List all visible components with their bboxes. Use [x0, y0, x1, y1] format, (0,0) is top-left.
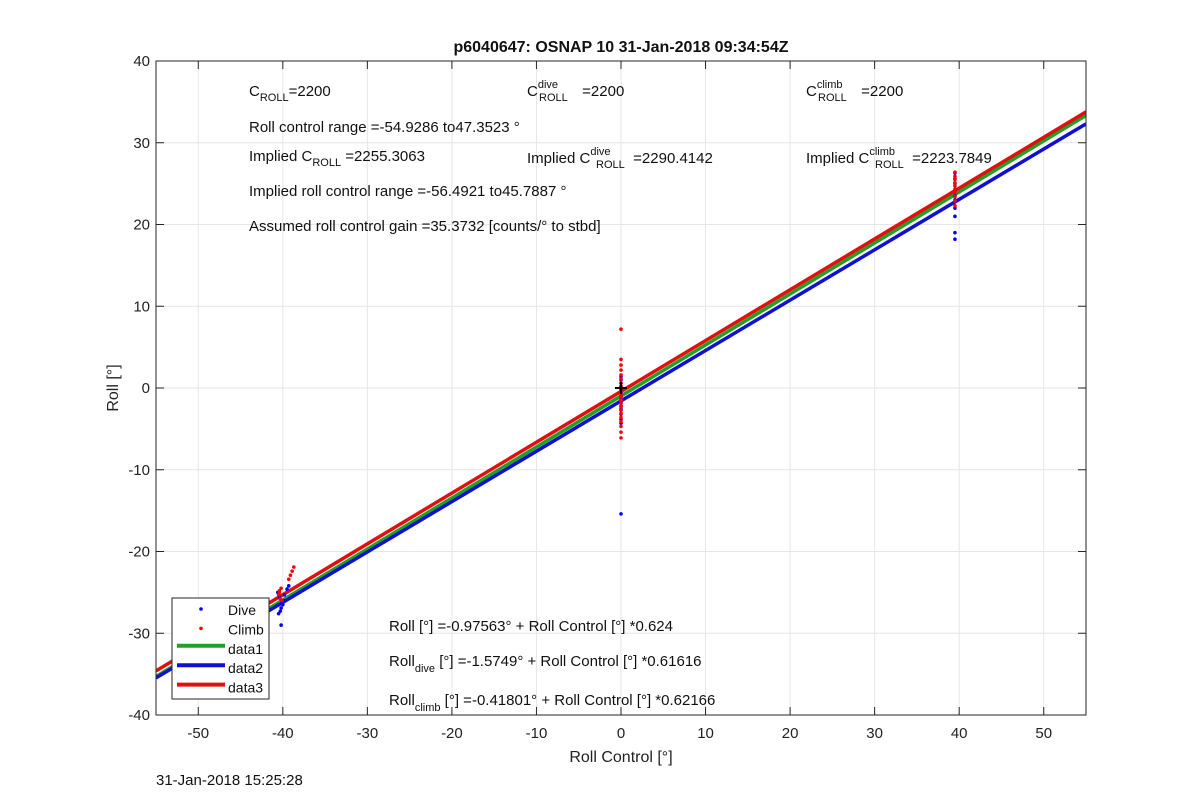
climb-point — [286, 577, 291, 582]
dive-point — [281, 602, 285, 607]
implied-roll-control-range-annotation: Implied roll control range =-56.4921 to4… — [249, 183, 566, 200]
climb-point — [619, 377, 623, 381]
climb-point — [619, 408, 623, 412]
dive-point — [953, 214, 957, 219]
implied-c-roll-climb-annotation: Implied Cclimb ROLL =2223.7849 — [806, 146, 992, 171]
y-axis-label: Roll [°] — [105, 364, 122, 411]
climb-point — [619, 363, 623, 367]
dive-point — [279, 606, 283, 610]
center-marker — [615, 382, 627, 394]
y-tick-label: 0 — [142, 380, 150, 397]
assumed-gain-annotation: Assumed roll control gain =35.3732 [coun… — [249, 218, 601, 235]
x-tick-label: -20 — [441, 725, 463, 742]
climb-point — [619, 415, 623, 420]
fit-equation-all: Roll [°] =-0.97563° + Roll Control [°] *… — [389, 618, 673, 635]
legend-label-data3: data3 — [228, 680, 263, 696]
climb-point — [953, 184, 957, 188]
x-tick-label: 0 — [617, 725, 625, 742]
dive-point — [953, 230, 957, 235]
x-tick-label: 40 — [951, 725, 968, 742]
climb-point — [288, 573, 293, 578]
roll-regression-chart: -50 -40 -30 -20 -10 0 10 20 30 40 50 -40 -30 -20 -10 0 1… — [105, 39, 1087, 766]
fit-equation-dive: Rolldive [°] =-1.5749° + Roll Control [°… — [389, 653, 702, 675]
climb-point — [619, 398, 623, 403]
footer-timestamp: 31-Jan-2018 15:25:28 — [156, 772, 303, 789]
climb-point — [953, 177, 957, 182]
climb-point — [277, 588, 282, 593]
roll-control-range-annotation: Roll control range =-54.9286 to47.3523 ° — [249, 119, 520, 136]
y-tick-label: 20 — [133, 217, 150, 234]
x-tick-label: -40 — [272, 725, 294, 742]
implied-c-roll-annotation: Implied CROLL =2255.3063 — [249, 148, 425, 169]
c-roll-dive-annotation: Cdive ROLL =2200 — [527, 79, 624, 104]
fit-equation-climb: Rollclimb [°] =-0.41801° + Roll Control … — [389, 692, 715, 714]
y-tick-label: 30 — [133, 135, 150, 152]
climb-point — [953, 181, 957, 185]
climb-point — [292, 565, 296, 569]
dive-point — [285, 587, 289, 591]
c-roll-annotation: CROLL=2200 — [249, 83, 331, 104]
climb-point — [619, 436, 623, 440]
climb-point — [619, 411, 623, 416]
climb-point — [280, 598, 284, 603]
legend-label-data1: data1 — [228, 641, 263, 657]
climb-point — [619, 424, 623, 429]
climb-point — [953, 194, 957, 199]
climb-point — [619, 395, 623, 399]
climb-point — [619, 419, 623, 424]
climb-point — [953, 174, 957, 179]
legend-box — [171, 597, 270, 700]
climb-point — [276, 593, 281, 597]
y-tick-label: 40 — [133, 53, 150, 70]
x-tick-label: 50 — [1035, 725, 1052, 742]
climb-point — [619, 368, 623, 372]
climb-point — [619, 401, 623, 406]
y-tick-label: -10 — [128, 462, 150, 479]
y-tick-label: -20 — [128, 544, 150, 561]
climb-point — [953, 170, 957, 174]
x-tick-label: 30 — [866, 725, 883, 742]
climb-point — [953, 203, 957, 208]
annotations: CROLL=2200 Cdive ROLL =2200 Cclimb ROLL =2… — [249, 79, 992, 714]
y-tick-label: 10 — [133, 298, 150, 315]
dive-point — [279, 623, 283, 627]
climb-point — [619, 405, 623, 409]
x-tick-label: -50 — [187, 725, 209, 742]
x-tick-label: 10 — [697, 725, 714, 742]
x-tick-label: -10 — [526, 725, 548, 742]
dive-point — [619, 512, 623, 516]
legend-label-dive: Dive — [228, 602, 256, 618]
x-tick-label: -30 — [357, 725, 379, 742]
axis-ticks: -50 -40 -30 -20 -10 0 10 20 30 40 50 -40 -30 -20 -10 0 1… — [128, 53, 1086, 742]
legend-label-data2: data2 — [228, 660, 263, 676]
y-tick-label: -30 — [128, 625, 150, 642]
climb-point — [619, 430, 623, 434]
climb-point — [290, 569, 294, 573]
dive-point — [276, 611, 281, 616]
x-tick-label: 20 — [782, 725, 799, 742]
climb-point — [619, 327, 623, 331]
legend-label-climb: Climb — [228, 621, 264, 637]
dive-point — [953, 237, 957, 242]
chart-title: p6040647: OSNAP 10 31-Jan-2018 09:34:54Z — [453, 39, 788, 56]
dive-point — [282, 593, 287, 597]
climb-point — [953, 198, 957, 203]
implied-c-roll-dive-annotation: Implied Cdive ROLL =2290.4142 — [527, 146, 713, 171]
legend-marker-dive — [199, 607, 203, 611]
legend: Dive Climb data1 data2 data3 — [171, 597, 270, 700]
c-roll-climb-annotation: Cclimb ROLL =2200 — [806, 79, 903, 104]
dive-point — [286, 584, 291, 588]
x-axis-label: Roll Control [°] — [569, 749, 672, 766]
y-tick-label: -40 — [128, 707, 150, 724]
climb-point — [619, 357, 623, 362]
climb-point — [953, 190, 957, 194]
legend-marker-climb — [199, 626, 203, 631]
climb-point — [619, 373, 623, 377]
